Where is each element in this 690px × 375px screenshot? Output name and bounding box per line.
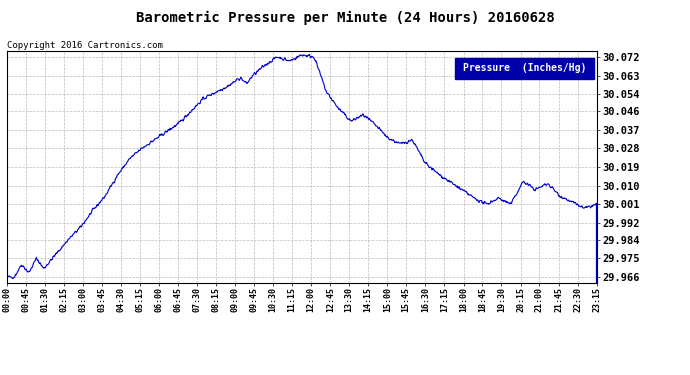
FancyBboxPatch shape — [455, 58, 594, 78]
Text: Pressure  (Inches/Hg): Pressure (Inches/Hg) — [463, 63, 586, 73]
Text: Copyright 2016 Cartronics.com: Copyright 2016 Cartronics.com — [7, 41, 163, 50]
Text: Barometric Pressure per Minute (24 Hours) 20160628: Barometric Pressure per Minute (24 Hours… — [136, 11, 554, 26]
